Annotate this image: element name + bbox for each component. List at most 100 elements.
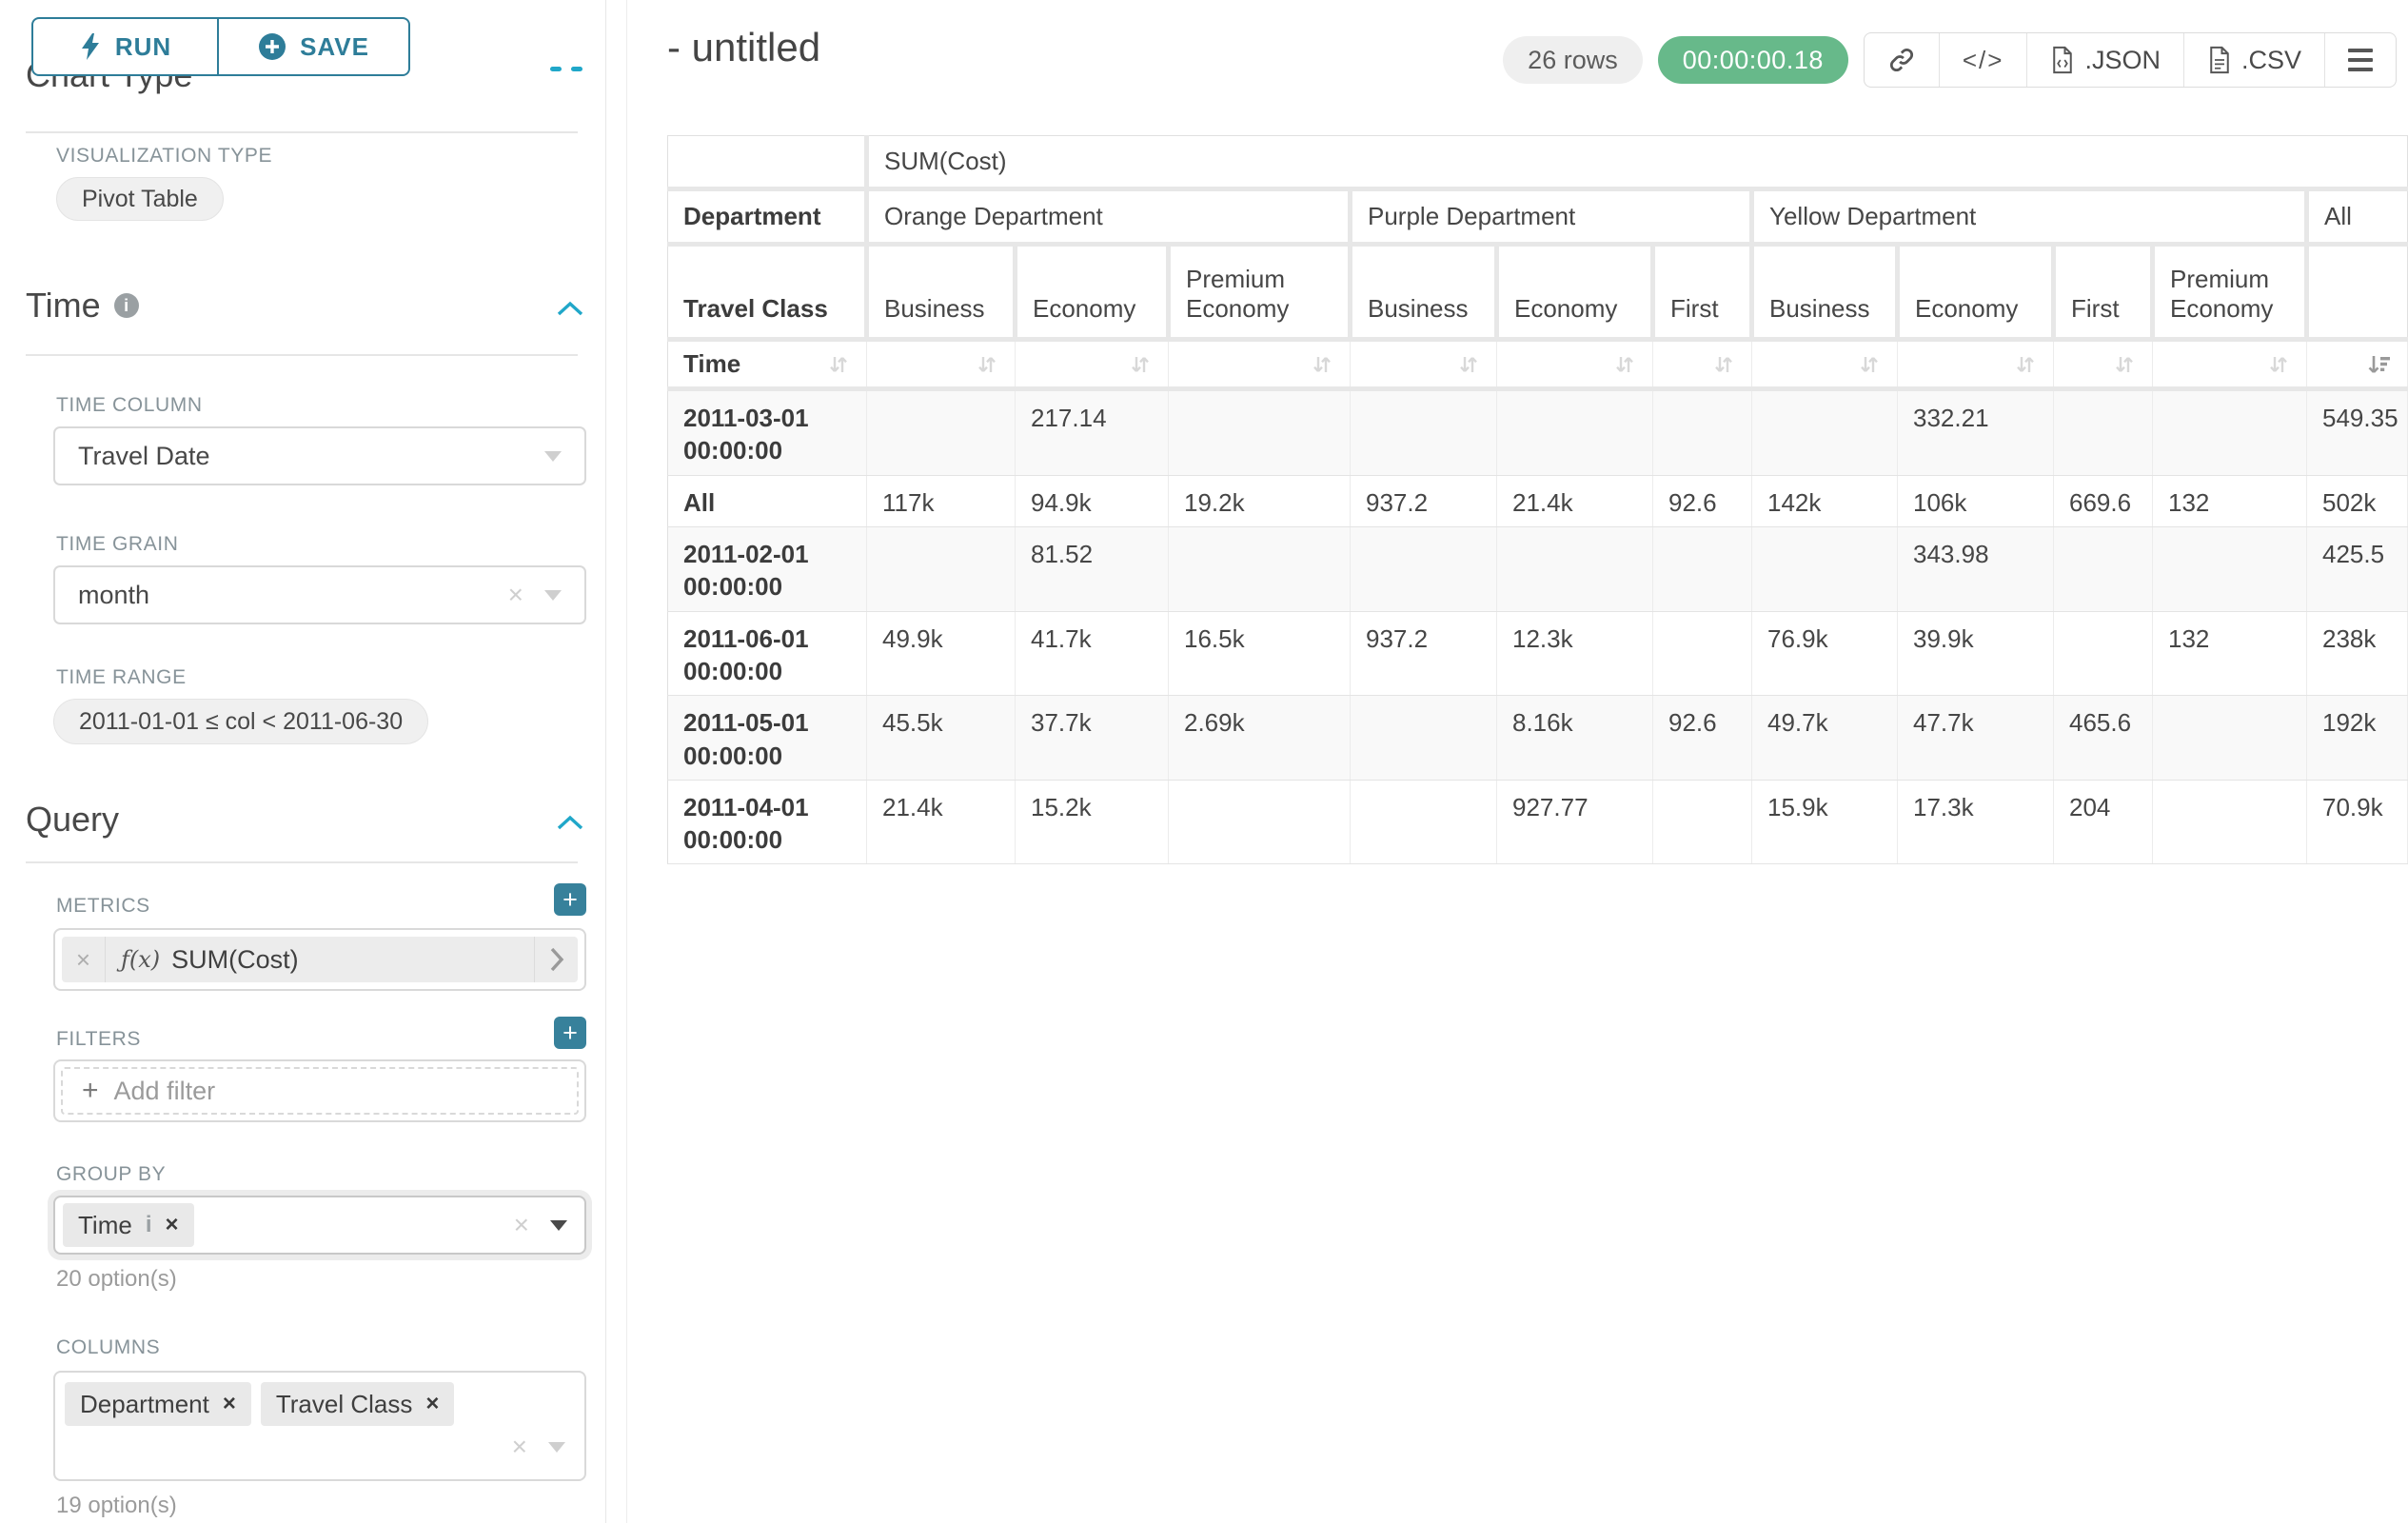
code-icon: </>: [1962, 45, 2004, 74]
control-panel: Chart Type RUN SAVE VISUALIZATION TYPE P…: [0, 0, 605, 1523]
pivot-cell: 47.7k: [1897, 695, 2054, 781]
time-grain-select[interactable]: month ×: [53, 565, 586, 624]
add-filter-dropzone[interactable]: + Add filter: [61, 1067, 579, 1115]
chevron-down-icon[interactable]: [544, 450, 562, 462]
sort-icon[interactable]: [1711, 352, 1736, 377]
row-label: 2011-04-01 00:00:00: [667, 780, 867, 865]
column-sort-cell[interactable]: [1652, 339, 1752, 391]
column-sort-cell[interactable]: [1350, 339, 1497, 391]
pivot-cell: [1168, 388, 1351, 476]
time-range-pill[interactable]: 2011-01-01 ≤ col < 2011-06-30: [53, 699, 429, 744]
group-by-label: GROUP BY: [56, 1163, 167, 1185]
pivot-cell: 204: [2053, 780, 2153, 865]
add-metric-button[interactable]: +: [554, 883, 586, 916]
clear-icon[interactable]: ×: [507, 580, 523, 609]
sort-icon[interactable]: [1857, 352, 1882, 377]
query-section-title: Query: [26, 800, 119, 840]
share-link-button[interactable]: [1865, 33, 1940, 87]
pivot-table-container: SUM(Cost) Department Orange Department P…: [667, 135, 2408, 865]
group-by-options-hint: 20 option(s): [56, 1266, 177, 1292]
collapse-time-chevron-up-icon[interactable]: [557, 301, 583, 316]
class-header: Business: [1751, 244, 1900, 342]
pivot-cell: 70.9k: [2306, 780, 2408, 865]
sort-icon[interactable]: [826, 352, 851, 377]
columns-tag-label: Department: [80, 1389, 209, 1418]
columns-tag-department[interactable]: Department ×: [65, 1382, 251, 1426]
scrolled-icon-fragment: [571, 67, 582, 71]
columns-options-hint: 19 option(s): [56, 1493, 177, 1518]
group-by-select[interactable]: Time i × ×: [53, 1196, 586, 1255]
sort-icon[interactable]: [2013, 352, 2038, 377]
save-button[interactable]: SAVE: [219, 17, 410, 76]
pivot-cell: 937.2: [1350, 611, 1497, 697]
table-row: 2011-05-01 00:00:00 45.5k 37.7k 2.69k 8.…: [667, 695, 2408, 781]
pivot-cell: [1652, 526, 1752, 612]
class-header: Economy: [1496, 244, 1655, 342]
export-csv-button[interactable]: .CSV: [2184, 33, 2325, 87]
sort-icon[interactable]: [2266, 352, 2291, 377]
column-sort-cell[interactable]: [1015, 339, 1169, 391]
run-button[interactable]: RUN: [31, 17, 219, 76]
remove-metric-icon[interactable]: ×: [62, 937, 106, 982]
row-count-badge: 26 rows: [1503, 36, 1643, 84]
clear-icon[interactable]: ×: [511, 1432, 527, 1461]
pivot-cell: [866, 388, 1016, 476]
time-sort-cell[interactable]: Time: [667, 339, 867, 391]
column-sort-cell-active[interactable]: [2306, 339, 2408, 391]
divider: [26, 354, 578, 356]
time-section-title: Time i: [26, 286, 139, 326]
column-sort-cell[interactable]: [1496, 339, 1653, 391]
chevron-down-icon[interactable]: [544, 589, 562, 601]
chart-title[interactable]: - untitled: [667, 25, 821, 69]
run-save-button-group: RUN SAVE: [31, 17, 410, 76]
metrics-control: × ƒ(x) SUM(Cost): [53, 928, 586, 991]
clear-icon[interactable]: ×: [513, 1210, 529, 1239]
table-row: 2011-06-01 00:00:00 49.9k 41.7k 16.5k 93…: [667, 611, 2408, 697]
more-menu-button[interactable]: [2325, 33, 2396, 87]
sort-icon[interactable]: [975, 352, 999, 377]
add-filter-plus-button[interactable]: +: [554, 1017, 586, 1049]
visualization-type-pill[interactable]: Pivot Table: [56, 177, 224, 221]
remove-tag-icon[interactable]: ×: [165, 1212, 179, 1237]
chevron-down-icon[interactable]: [548, 1441, 565, 1453]
columns-select[interactable]: Department × Travel Class × ×: [53, 1371, 586, 1481]
column-sort-cell[interactable]: [866, 339, 1016, 391]
pivot-cell: 21.4k: [1496, 475, 1653, 527]
pivot-cell: 76.9k: [1751, 611, 1898, 697]
view-query-button[interactable]: </>: [1940, 33, 2028, 87]
edit-metric-button[interactable]: [534, 937, 578, 982]
column-sort-cell[interactable]: [2152, 339, 2307, 391]
columns-tag-label: Travel Class: [275, 1389, 413, 1418]
pivot-cell: [1751, 526, 1898, 612]
sort-icon[interactable]: [1310, 352, 1334, 377]
remove-tag-icon[interactable]: ×: [425, 1391, 440, 1416]
column-sort-cell[interactable]: [1751, 339, 1898, 391]
sort-icon[interactable]: [1612, 352, 1637, 377]
chevron-down-icon[interactable]: [550, 1219, 567, 1231]
time-column-select[interactable]: Travel Date: [53, 426, 586, 485]
pivot-table: SUM(Cost) Department Orange Department P…: [667, 135, 2408, 865]
metric-pill[interactable]: × ƒ(x) SUM(Cost): [62, 937, 578, 982]
sort-icon[interactable]: [1128, 352, 1153, 377]
column-sort-cell[interactable]: [1897, 339, 2054, 391]
collapse-query-chevron-up-icon[interactable]: [557, 815, 583, 830]
sort-icon[interactable]: [2112, 352, 2137, 377]
column-sort-cell[interactable]: [2053, 339, 2153, 391]
panel-divider[interactable]: [605, 0, 606, 1523]
pivot-cell: [2152, 695, 2307, 781]
columns-label: COLUMNS: [56, 1336, 161, 1358]
sort-descending-icon[interactable]: [2365, 352, 2392, 377]
travel-class-dim-cell: Travel Class: [667, 244, 869, 342]
class-header: Economy: [1015, 244, 1171, 342]
column-sort-cell[interactable]: [1168, 339, 1351, 391]
pivot-cell: [2053, 388, 2153, 476]
remove-tag-icon[interactable]: ×: [222, 1391, 236, 1416]
sort-icon[interactable]: [1456, 352, 1481, 377]
export-json-button[interactable]: .JSON: [2027, 33, 2184, 87]
group-by-tag-time[interactable]: Time i ×: [63, 1203, 194, 1247]
columns-tag-travel-class[interactable]: Travel Class ×: [260, 1382, 455, 1426]
pivot-cell: 549.35: [2306, 388, 2408, 476]
class-header: Premium Economy: [2152, 244, 2309, 342]
pivot-cell: [1652, 780, 1752, 865]
pivot-cell: [2152, 780, 2307, 865]
